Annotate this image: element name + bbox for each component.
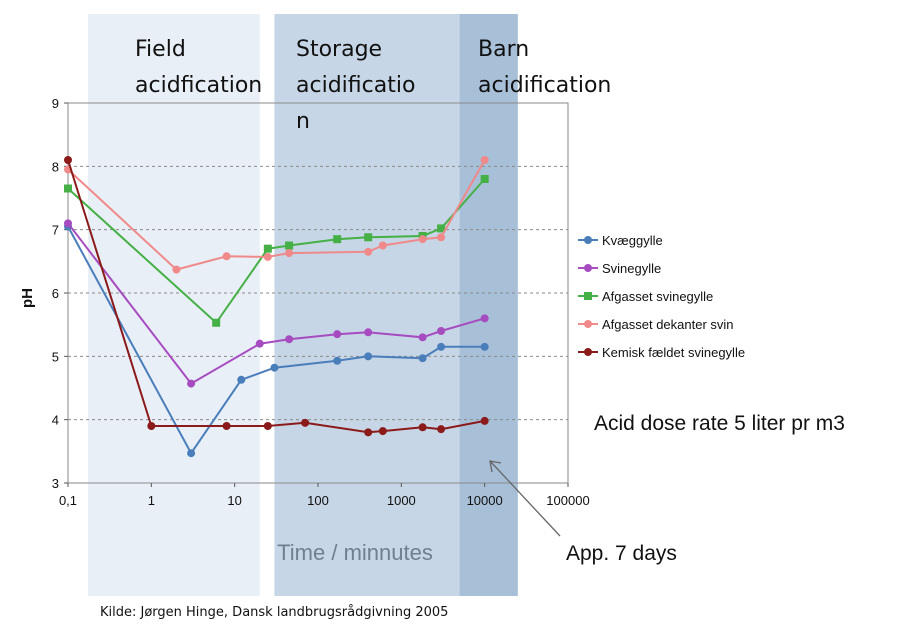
legend: Kvæggylle Svinegylle Afgasset svinegylle Af… bbox=[578, 233, 745, 360]
data-point bbox=[480, 416, 489, 425]
zone-label-0-0: Field bbox=[135, 37, 186, 62]
x-tick-label: 100000 bbox=[546, 493, 589, 508]
data-point bbox=[263, 244, 272, 253]
data-point bbox=[222, 422, 231, 430]
series-lines bbox=[64, 156, 489, 458]
zone-label-1-2: n bbox=[296, 109, 310, 134]
y-tick-label: 3 bbox=[52, 476, 59, 491]
data-point bbox=[437, 425, 446, 434]
legend-marker bbox=[584, 320, 592, 328]
legend-label: Kemisk fældet svinegylle bbox=[602, 345, 745, 360]
data-point bbox=[364, 247, 373, 256]
y-tick-label: 8 bbox=[52, 159, 59, 174]
data-point bbox=[378, 241, 387, 250]
x-tick-label: 1 bbox=[148, 493, 155, 508]
x-tick-label: 10 bbox=[227, 493, 241, 508]
legend-label: Kvæggylle bbox=[602, 233, 663, 248]
y-tick-label: 6 bbox=[52, 286, 59, 301]
zone-band-1 bbox=[274, 14, 460, 596]
data-point bbox=[364, 233, 373, 242]
data-point bbox=[64, 219, 72, 228]
data-point bbox=[418, 235, 427, 244]
zone-band-0 bbox=[88, 14, 260, 596]
data-point bbox=[480, 342, 489, 351]
y-tick-label: 4 bbox=[52, 413, 59, 428]
data-point bbox=[64, 184, 72, 193]
data-point bbox=[237, 375, 246, 384]
data-point bbox=[437, 224, 446, 233]
source-credit: Kilde: Jørgen Hinge, Dansk landbrugsrådg… bbox=[100, 605, 448, 620]
legend-label: Svinegylle bbox=[602, 261, 661, 276]
x-tick-label: 0,1 bbox=[59, 493, 77, 508]
data-point bbox=[212, 318, 221, 327]
zone-label-0-1: acidfication bbox=[135, 73, 262, 98]
zone-label-2-0: Barn bbox=[478, 37, 529, 62]
data-point bbox=[187, 449, 196, 458]
y-axis-title: pH bbox=[19, 288, 36, 308]
x-axis-title: Time / minnutes bbox=[277, 540, 433, 565]
data-point bbox=[418, 423, 427, 432]
legend-marker bbox=[584, 348, 592, 356]
data-point bbox=[333, 356, 342, 365]
y-tick-label: 7 bbox=[52, 223, 59, 238]
data-point bbox=[285, 249, 294, 258]
data-point bbox=[333, 235, 342, 244]
zone-label-1-0: Storage bbox=[296, 37, 382, 62]
data-point bbox=[480, 314, 489, 323]
data-point bbox=[437, 327, 446, 335]
x-tick-label: 1000 bbox=[387, 493, 416, 508]
dose-annotation: Acid dose rate 5 liter pr m3 bbox=[594, 412, 845, 435]
legend-marker bbox=[584, 292, 592, 300]
data-point bbox=[270, 363, 279, 372]
data-point bbox=[437, 233, 446, 242]
x-axis-ticks: 0,1 1 10 100 1000 10000 100000 bbox=[59, 483, 590, 508]
data-point bbox=[222, 252, 231, 261]
days-annotation: App. 7 days bbox=[566, 542, 677, 565]
data-point bbox=[437, 342, 446, 351]
acidification-zones: FieldacidficationStorageacidificationBar… bbox=[88, 14, 611, 596]
data-point bbox=[301, 418, 310, 427]
data-point bbox=[333, 330, 342, 339]
data-point bbox=[364, 428, 373, 437]
data-point bbox=[378, 427, 387, 436]
arrow-annotation bbox=[489, 460, 561, 537]
legend-label: Afgasset dekanter svin bbox=[602, 317, 734, 332]
legend-marker bbox=[584, 236, 592, 244]
data-point bbox=[187, 379, 196, 388]
y-axis-ticks: 3 4 5 6 7 8 9 bbox=[52, 96, 68, 491]
series-line-3 bbox=[67, 159, 486, 271]
data-point bbox=[364, 352, 373, 361]
data-point bbox=[480, 175, 489, 183]
data-point bbox=[364, 328, 373, 337]
data-point bbox=[285, 241, 294, 250]
data-point bbox=[418, 333, 427, 342]
data-point bbox=[418, 354, 427, 363]
data-point bbox=[480, 156, 489, 164]
zone-label-2-1: acidification bbox=[478, 73, 611, 98]
data-point bbox=[263, 252, 272, 261]
legend-marker bbox=[584, 264, 592, 272]
data-point bbox=[263, 422, 272, 430]
series-line-4 bbox=[67, 159, 485, 434]
data-point bbox=[285, 335, 294, 344]
zone-label-1-1: acidificatio bbox=[296, 73, 415, 98]
y-tick-label: 5 bbox=[52, 349, 59, 364]
data-point bbox=[147, 422, 156, 430]
zone-band-2 bbox=[459, 14, 518, 596]
legend-label: Afgasset svinegylle bbox=[602, 289, 713, 304]
x-tick-label: 100 bbox=[307, 493, 329, 508]
data-point bbox=[172, 265, 181, 274]
y-tick-label: 9 bbox=[52, 96, 59, 111]
x-tick-label: 10000 bbox=[467, 493, 503, 508]
data-point bbox=[255, 339, 264, 348]
data-point bbox=[64, 156, 72, 164]
